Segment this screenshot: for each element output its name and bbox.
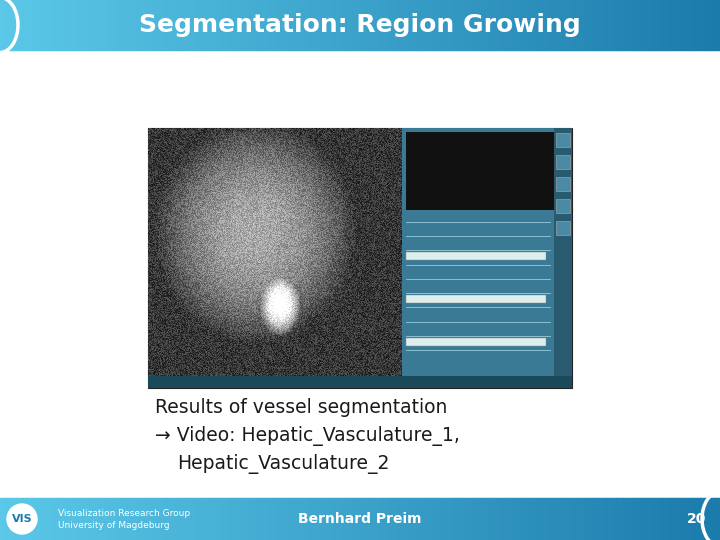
Bar	[556, 177, 570, 191]
Bar	[406, 338, 546, 346]
Text: Visualization Research Group: Visualization Research Group	[58, 509, 190, 517]
Bar	[556, 199, 570, 213]
Bar	[556, 155, 570, 169]
Text: → Video: Hepatic_Vasculature_1,: → Video: Hepatic_Vasculature_1,	[155, 426, 460, 446]
Bar	[148, 376, 572, 388]
Bar	[554, 128, 572, 388]
Text: Results of vessel segmentation: Results of vessel segmentation	[155, 398, 447, 417]
Bar	[148, 128, 402, 376]
Text: University of Magdeburg: University of Magdeburg	[58, 521, 170, 530]
Bar	[556, 133, 570, 147]
Text: VIS: VIS	[12, 514, 32, 524]
Circle shape	[7, 504, 37, 534]
Text: Bernhard Preim: Bernhard Preim	[298, 512, 422, 526]
Bar	[148, 128, 572, 388]
Text: Hepatic_Vasculature_2: Hepatic_Vasculature_2	[177, 454, 390, 474]
Bar	[402, 128, 572, 388]
Bar	[406, 132, 568, 210]
Text: Segmentation: Region Growing: Segmentation: Region Growing	[139, 13, 581, 37]
Bar	[556, 221, 570, 235]
Bar	[406, 295, 546, 303]
Text: 20: 20	[687, 512, 706, 526]
Bar	[406, 252, 546, 260]
